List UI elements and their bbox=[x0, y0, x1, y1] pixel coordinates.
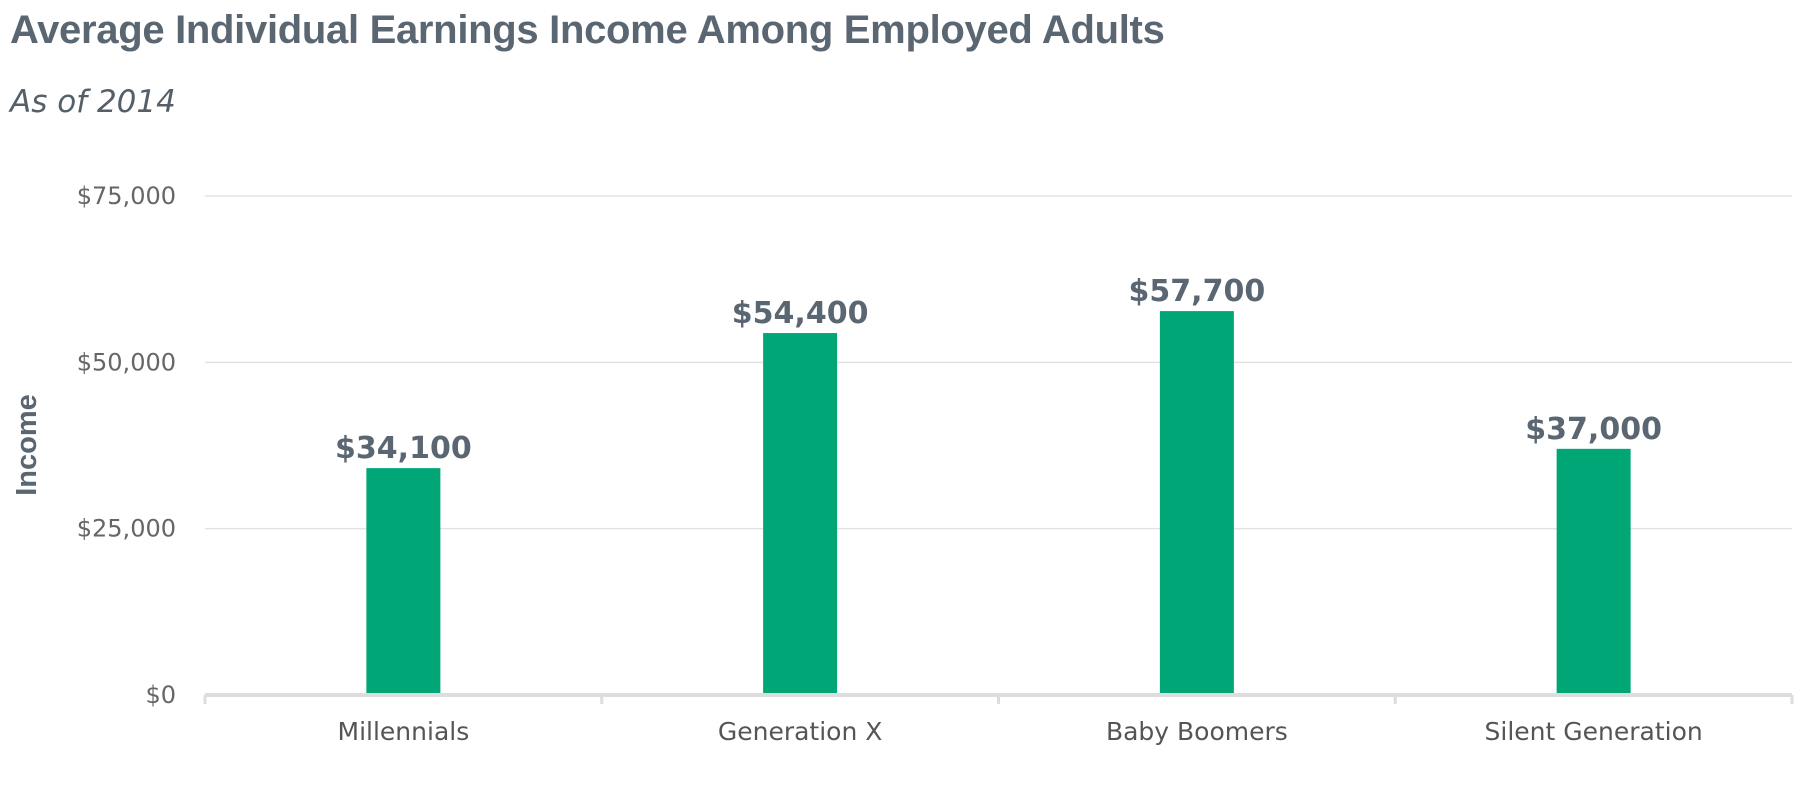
data-label: $37,000 bbox=[1525, 412, 1662, 447]
y-tick-label: $25,000 bbox=[77, 515, 176, 543]
y-tick-label: $50,000 bbox=[77, 348, 176, 376]
bars bbox=[366, 311, 1631, 693]
y-axis-label: Income bbox=[11, 394, 43, 496]
x-axis-categories: Millennials Generation X Baby Boomers Silen… bbox=[338, 717, 1703, 746]
y-axis-ticks: $0 $25,000 $50,000 $75,000 bbox=[77, 182, 176, 709]
x-category-label: Silent Generation bbox=[1485, 717, 1703, 746]
x-category-label: Millennials bbox=[338, 717, 470, 746]
data-labels: $34,100 $54,400 $57,700 $37,000 bbox=[335, 274, 1662, 466]
data-label: $34,100 bbox=[335, 431, 472, 466]
y-tick-label: $0 bbox=[145, 681, 176, 709]
x-axis bbox=[203, 693, 1794, 704]
data-label: $57,700 bbox=[1129, 274, 1266, 309]
chart-subtitle: As of 2014 bbox=[10, 84, 176, 120]
bar bbox=[763, 333, 838, 693]
chart-title: Average Individual Earnings Income Among… bbox=[10, 8, 1165, 52]
data-label: $54,400 bbox=[732, 296, 869, 331]
bar bbox=[1556, 448, 1631, 693]
x-category-label: Baby Boomers bbox=[1106, 717, 1288, 746]
gridlines bbox=[205, 195, 1792, 530]
bar bbox=[1159, 311, 1234, 693]
y-tick-label: $75,000 bbox=[77, 182, 176, 210]
x-category-label: Generation X bbox=[718, 717, 883, 746]
bar bbox=[366, 468, 441, 693]
